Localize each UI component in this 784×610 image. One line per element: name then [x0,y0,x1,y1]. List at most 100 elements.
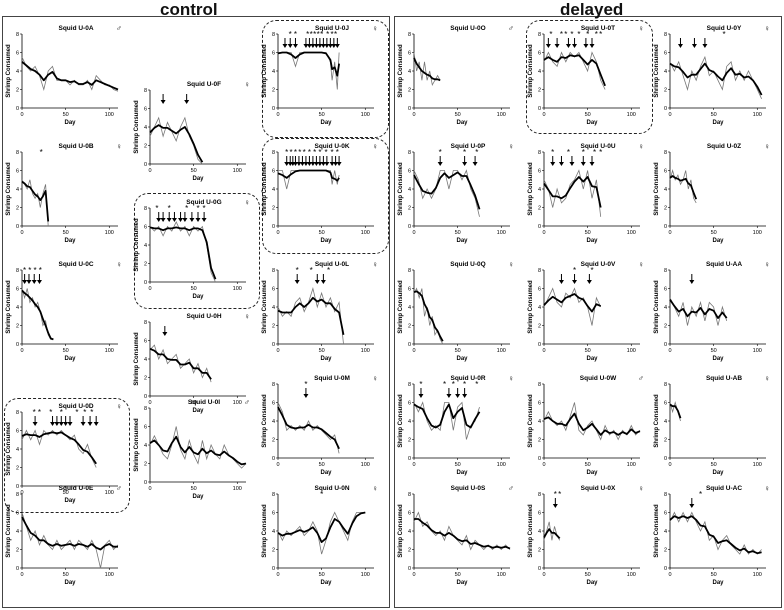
annotation-star: * [699,490,702,499]
y-tick-label: 2 [272,324,275,330]
annotation-star: * [582,148,585,157]
smoothed-series-line [543,176,602,208]
x-tick-label: 100 [105,572,114,578]
y-tick-label: 0 [16,342,19,348]
x-tick-label: 0 [276,572,279,578]
smoothed-series-line [669,62,763,96]
x-tick-label: 0 [148,486,151,492]
annotation-star: * [34,266,37,275]
annotation-arrowhead [462,394,468,398]
chart-title: Squid U-0H [186,313,221,320]
x-tick-label: 100 [627,230,636,236]
chart-U-0U: Squid U-0U ♀ 0 2 4 6 8 0 50 100 Day Shrimp Consumed… [528,142,644,244]
y-tick-label: 0 [144,394,147,400]
annotation-star: * [554,490,557,499]
y-tick-label: 4 [408,187,411,193]
annotation-star: * [452,380,455,389]
annotation-arrowhead [26,280,32,284]
y-tick-label: 2 [664,438,667,444]
y-tick-label: 6 [144,339,147,345]
sex-symbol: ♀ [372,142,378,151]
smoothed-series-line [669,175,698,200]
y-tick-label: 0 [538,224,541,230]
x-tick-label: 100 [497,112,506,118]
y-tick-label: 8 [664,268,667,274]
chart-title: Squid U-0E [59,485,94,492]
y-tick-label: 6 [408,401,411,407]
chart-U-0C: Squid U-0C ♀ 0 2 4 6 8 0 50 100 Day Shrimp Consumed… [6,260,122,362]
annotation-star: * [326,30,329,39]
annotation-arrowhead [446,394,452,398]
annotation-star: * [331,148,334,157]
annotation-star: * [289,30,292,39]
x-tick-label: 100 [233,486,242,492]
annotation-star: * [570,30,573,39]
y-tick-label: 4 [408,529,411,535]
annotation-star: * [336,148,339,157]
sex-symbol: ♀ [638,24,644,33]
raw-series-line [413,287,444,345]
smoothed-series-line [277,406,340,450]
x-tick-label: 100 [361,348,370,354]
delayed-panel [394,16,782,608]
y-tick-label: 6 [664,287,667,293]
y-tick-label: 2 [538,88,541,94]
smoothed-series-line [414,518,511,550]
chart-title: Squid U-0A [58,25,93,32]
y-tick-label: 8 [664,382,667,388]
chart-title: Squid U-0T [581,25,615,32]
x-tick-label: 0 [412,462,415,468]
x-tick-label: 50 [585,112,591,118]
annotation-arrowhead [178,218,184,222]
chart-U-0R: Squid U-0R ♀ 0 2 4 6 8 0 50 100 Day Shrimp Consumed… [398,374,514,476]
annotation-star: * [294,30,297,39]
annotation-arrowhead [472,162,478,166]
annotation-star: * [577,30,580,39]
y-tick-label: 6 [16,169,19,175]
chart-U-0Q: Squid U-0Q ♀ 0 2 4 6 8 0 50 100 Day Shrimp Consumed [398,260,514,362]
y-axis-label: Shrimp Consumed [262,280,268,334]
annotation-arrowhead [314,280,320,284]
annotation-star: * [318,148,321,157]
x-axis-label: Day [64,580,76,586]
y-axis-label: Shrimp Consumed [654,504,660,558]
y-tick-label: 0 [272,456,275,462]
smoothed-series-line [669,403,682,419]
y-tick-label: 4 [272,529,275,535]
y-tick-label: 8 [16,492,19,498]
raw-series-line [277,402,340,454]
smoothed-series-line [149,435,247,466]
x-tick-label: 0 [668,572,671,578]
annotation-arrowhead [317,162,323,166]
x-tick-label: 0 [20,230,23,236]
sex-symbol: ♀ [372,260,378,269]
y-tick-label: 0 [272,106,275,112]
smoothed-series-line [543,528,561,540]
y-tick-label: 0 [272,342,275,348]
y-tick-label: 0 [16,566,19,572]
x-tick-label: 50 [711,230,717,236]
x-tick-label: 100 [361,462,370,468]
y-tick-label: 0 [538,106,541,112]
chart-U-0Y: Squid U-0Y ♀ 0 2 4 6 8 0 50 100 Day Shrimp Consumed… [654,24,770,126]
x-tick-label: 0 [276,112,279,118]
annotation-arrowhead [554,44,560,48]
x-tick-label: 50 [319,572,325,578]
smoothed-series-line [277,511,366,543]
sex-symbol: ♀ [638,484,644,493]
x-tick-label: 50 [455,112,461,118]
annotation-star: * [39,266,42,275]
x-tick-label: 100 [105,490,114,496]
annotation-arrowhead [296,162,302,166]
y-tick-label: 4 [538,529,541,535]
annotation-arrowhead [558,280,564,284]
x-axis-label: Day [712,470,724,476]
chart-U-0B: Squid U-0B ♀ 0 2 4 6 8 0 50 100 Day Shrimp Consumed… [6,142,122,244]
annotation-star: * [313,148,316,157]
x-axis-label: Day [64,356,76,362]
raw-series-line [543,287,602,326]
y-tick-label: 0 [664,106,667,112]
x-tick-label: 0 [542,230,545,236]
y-axis-label: Shrimp Consumed [654,44,660,98]
